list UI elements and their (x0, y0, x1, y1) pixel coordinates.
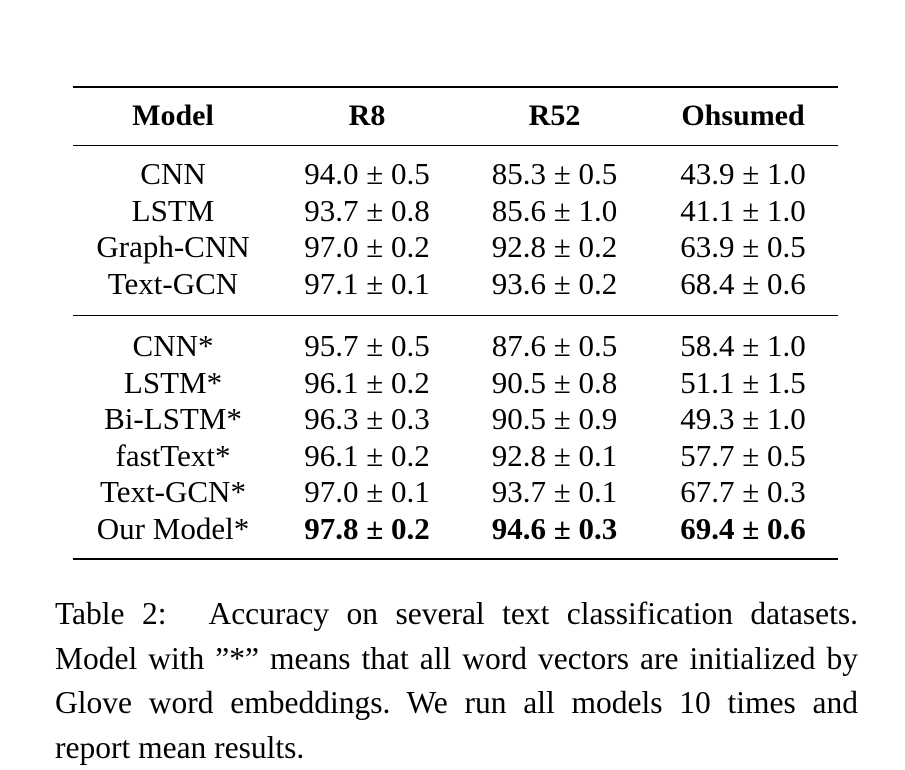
table-caption: Table 2: Accuracy on several text classif… (55, 592, 858, 770)
header-r8: R8 (348, 99, 386, 133)
r8-cell: 97.0 ± 0.1 (304, 474, 430, 509)
r52-cell-best: 94.6 ± 0.3 (491, 510, 618, 546)
r8-cell: 95.7 ± 0.5 (304, 328, 430, 363)
model-cell: Text-GCN (107, 265, 239, 301)
r52-cell: 90.5 ± 0.8 (491, 364, 618, 400)
r52-cell: 85.3 ± 0.5 (491, 156, 618, 191)
ohsumed-cell: 58.4 ± 1.0 (680, 328, 806, 363)
ohsumed-cell: 49.3 ± 1.0 (680, 401, 806, 436)
ohsumed-cell: 68.4 ± 0.6 (680, 265, 806, 301)
table-row: Text-GCN* 97.0 ± 0.1 93.7 ± 0.1 67.7 ± 0… (73, 474, 838, 511)
model-cell: Text-GCN* (100, 474, 246, 509)
model-cell: CNN (140, 156, 206, 191)
model-cell: Our Model* (96, 510, 250, 546)
r8-cell: 94.0 ± 0.5 (304, 156, 430, 191)
results-table: Model R8 R52 Ohsumed CNN 94.0 ± 0.5 85.3… (73, 86, 838, 560)
table-row: CNN 94.0 ± 0.5 85.3 ± 0.5 43.9 ± 1.0 (73, 146, 838, 193)
table-header: Model R8 R52 Ohsumed (73, 87, 838, 146)
model-cell: Graph-CNN (96, 229, 250, 264)
ohsumed-cell: 63.9 ± 0.5 (680, 229, 806, 264)
table-row: Text-GCN 97.1 ± 0.1 93.6 ± 0.2 68.4 ± 0.… (73, 266, 838, 316)
header-model: Model (132, 99, 214, 133)
r52-cell: 87.6 ± 0.5 (491, 328, 618, 363)
r52-cell: 92.8 ± 0.1 (491, 437, 618, 473)
r52-cell: 85.6 ± 1.0 (491, 192, 618, 228)
ohsumed-cell: 57.7 ± 0.5 (680, 437, 806, 473)
table-row: LSTM 93.7 ± 0.8 85.6 ± 1.0 41.1 ± 1.0 (73, 193, 838, 230)
table-row: CNN* 95.7 ± 0.5 87.6 ± 0.5 58.4 ± 1.0 (73, 316, 838, 365)
baseline-group: CNN 94.0 ± 0.5 85.3 ± 0.5 43.9 ± 1.0 LST… (73, 146, 838, 316)
r8-cell: 97.1 ± 0.1 (304, 265, 430, 301)
ohsumed-cell: 41.1 ± 1.0 (680, 192, 806, 228)
results-table-container: Model R8 R52 Ohsumed CNN 94.0 ± 0.5 85.3… (73, 86, 838, 560)
ohsumed-cell: 67.7 ± 0.3 (680, 474, 806, 509)
r8-cell: 96.1 ± 0.2 (304, 364, 430, 400)
table-row: fastText* 96.1 ± 0.2 92.8 ± 0.1 57.7 ± 0… (73, 438, 838, 475)
model-cell: LSTM (131, 192, 215, 228)
table-row: Bi-LSTM* 96.3 ± 0.3 90.5 ± 0.9 49.3 ± 1.… (73, 401, 838, 438)
r8-cell: 93.7 ± 0.8 (304, 192, 430, 228)
r52-cell: 92.8 ± 0.2 (491, 229, 618, 264)
r52-cell: 93.7 ± 0.1 (491, 474, 618, 509)
table-row-best: Our Model* 97.8 ± 0.2 94.6 ± 0.3 69.4 ± … (73, 511, 838, 560)
caption-label: Table 2: (55, 596, 167, 631)
r8-cell-best: 97.8 ± 0.2 (304, 510, 430, 546)
model-cell: LSTM* (123, 364, 223, 400)
header-row: Model R8 R52 Ohsumed (73, 87, 838, 146)
table-row: Graph-CNN 97.0 ± 0.2 92.8 ± 0.2 63.9 ± 0… (73, 229, 838, 266)
header-ohsumed: Ohsumed (681, 99, 805, 133)
model-cell: CNN* (132, 328, 214, 363)
glove-group: CNN* 95.7 ± 0.5 87.6 ± 0.5 58.4 ± 1.0 LS… (73, 316, 838, 560)
model-cell: fastText* (115, 437, 231, 473)
r52-cell: 90.5 ± 0.9 (491, 401, 618, 436)
ohsumed-cell: 51.1 ± 1.5 (680, 364, 806, 400)
caption-text: Accuracy on several text classification … (55, 596, 858, 765)
r8-cell: 97.0 ± 0.2 (304, 229, 430, 264)
ohsumed-cell-best: 69.4 ± 0.6 (680, 510, 806, 546)
r8-cell: 96.1 ± 0.2 (304, 437, 430, 473)
r52-cell: 93.6 ± 0.2 (491, 265, 618, 301)
ohsumed-cell: 43.9 ± 1.0 (680, 156, 806, 191)
table-row: LSTM* 96.1 ± 0.2 90.5 ± 0.8 51.1 ± 1.5 (73, 365, 838, 402)
r8-cell: 96.3 ± 0.3 (304, 401, 430, 436)
header-r52: R52 (528, 99, 581, 133)
model-cell: Bi-LSTM* (104, 401, 242, 436)
